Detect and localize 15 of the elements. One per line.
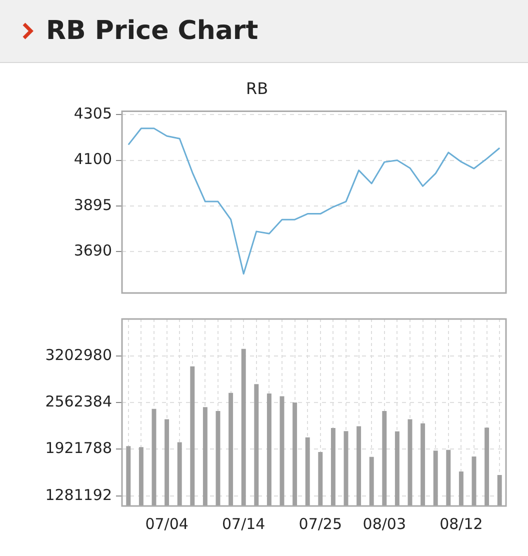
y-tick-label: 3895 [74, 196, 112, 214]
y-tick-label: 3690 [74, 242, 112, 260]
y-tick-label: 1921788 [45, 439, 112, 458]
y-tick-label: 1281192 [45, 486, 112, 504]
x-tick-label: 07/25 [298, 514, 342, 533]
chart-subtitle: RB [246, 78, 268, 98]
x-tick-label: 08/03 [362, 514, 406, 533]
x-tick-label: 08/12 [440, 514, 483, 533]
y-tick-label: 3202980 [45, 346, 112, 364]
x-tick-label: 07/04 [145, 514, 188, 533]
x-tick-label: 07/14 [222, 514, 266, 533]
y-tick-label: 4305 [74, 104, 112, 122]
y-tick-label: 2562384 [45, 392, 112, 410]
y-tick-label: 4100 [74, 150, 112, 168]
chart-title: RB Price Chart [46, 16, 258, 46]
